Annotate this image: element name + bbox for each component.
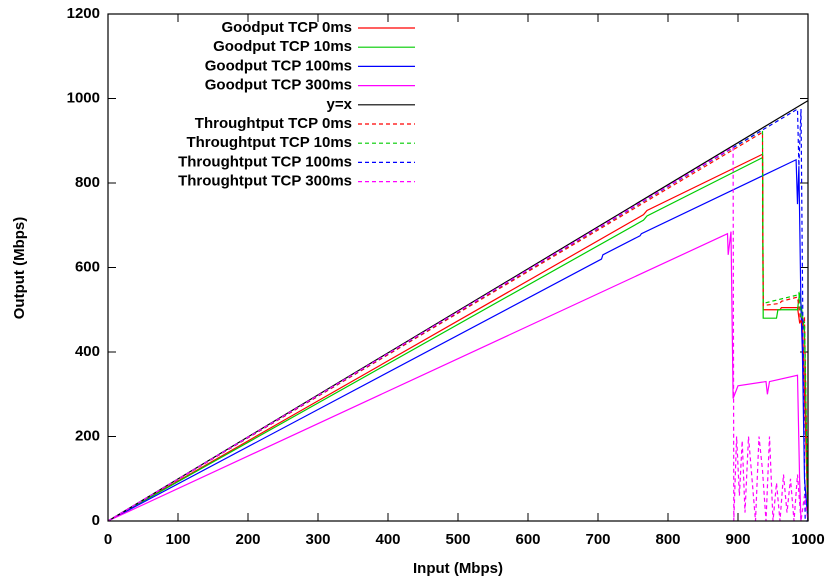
series-line: [107, 156, 809, 522]
plot-frame: [107, 13, 809, 522]
y-tick-label: 800: [75, 174, 100, 191]
legend-label: y=x: [327, 96, 353, 113]
series-line: [107, 231, 802, 522]
y-axis-label: Output (Mbps): [11, 217, 28, 319]
series-line: [107, 153, 809, 522]
y-tick-label: 1000: [67, 89, 100, 106]
x-tick-label: 700: [585, 531, 610, 548]
x-tick-label: 400: [375, 531, 400, 548]
series-line: [107, 108, 808, 522]
legend-label: Throughtput TCP 0ms: [195, 115, 352, 132]
legend-label: Throughtput TCP 10ms: [186, 134, 352, 151]
x-tick-label: 200: [235, 531, 260, 548]
x-tick-label: 600: [515, 531, 540, 548]
legend-label: Throughtput TCP 100ms: [178, 153, 352, 170]
x-tick-label: 800: [655, 531, 680, 548]
x-axis-label: Input (Mbps): [413, 560, 503, 577]
x-tick-label: 500: [445, 531, 470, 548]
legend-label: Goodput TCP 10ms: [213, 38, 352, 55]
x-tick-label: 100: [165, 531, 190, 548]
legend-label: Goodput TCP 300ms: [205, 77, 352, 94]
y-tick-label: 0: [92, 512, 100, 529]
y-tick-label: 400: [75, 343, 100, 360]
x-tick-label: 0: [104, 531, 112, 548]
y-tick-label: 600: [75, 258, 100, 275]
series-line: [107, 158, 809, 522]
series-line: [107, 131, 809, 522]
legend-label: Goodput TCP 100ms: [205, 57, 352, 74]
legend-label: Throughtput TCP 300ms: [178, 173, 352, 190]
y-tick-label: 1200: [67, 5, 100, 22]
x-tick-label: 1000: [791, 531, 824, 548]
x-tick-label: 300: [305, 531, 330, 548]
legend-label: Goodput TCP 0ms: [221, 19, 352, 36]
x-tick-label: 900: [725, 531, 750, 548]
series-line: [107, 129, 809, 522]
y-tick-label: 200: [75, 427, 100, 444]
